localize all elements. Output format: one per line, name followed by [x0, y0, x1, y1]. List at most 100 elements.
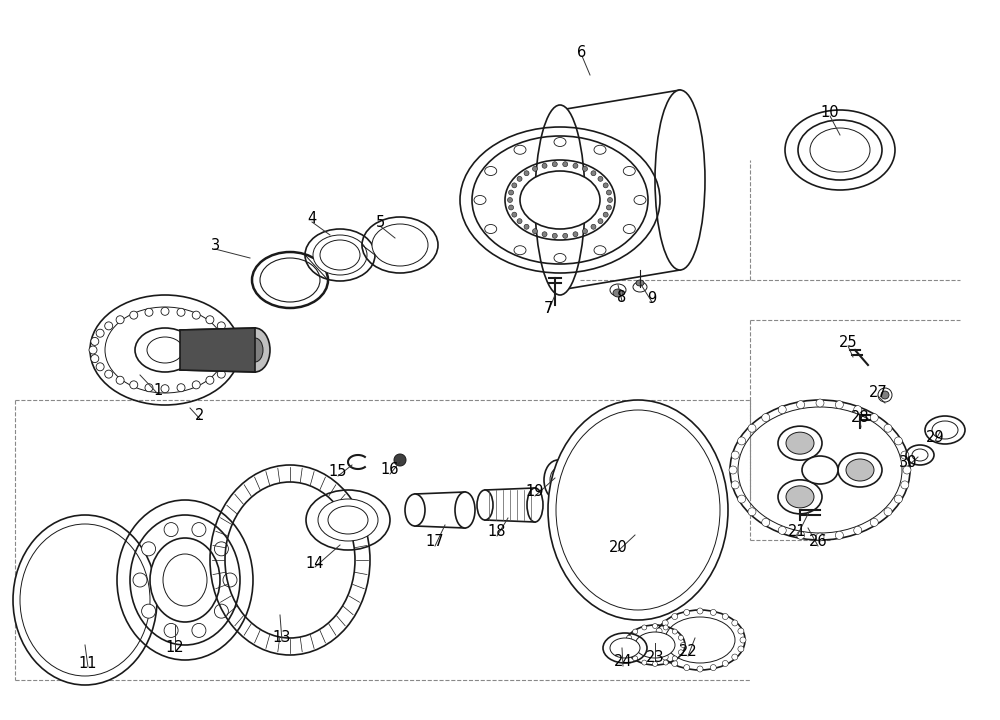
- Circle shape: [678, 649, 683, 654]
- Circle shape: [740, 637, 746, 643]
- Circle shape: [133, 573, 147, 587]
- Circle shape: [878, 388, 892, 402]
- Ellipse shape: [527, 488, 543, 522]
- Ellipse shape: [623, 225, 635, 233]
- Circle shape: [722, 613, 728, 619]
- Text: 11: 11: [79, 655, 97, 670]
- Text: 17: 17: [426, 534, 444, 549]
- Ellipse shape: [514, 246, 526, 255]
- Ellipse shape: [655, 90, 705, 270]
- Text: 7: 7: [543, 300, 553, 315]
- Circle shape: [627, 635, 632, 640]
- Circle shape: [226, 329, 234, 337]
- Circle shape: [582, 166, 588, 171]
- Circle shape: [816, 399, 824, 407]
- Circle shape: [96, 329, 104, 337]
- Circle shape: [145, 308, 153, 316]
- Circle shape: [214, 542, 228, 556]
- Ellipse shape: [623, 166, 635, 176]
- Circle shape: [517, 176, 522, 181]
- Ellipse shape: [594, 145, 606, 154]
- Circle shape: [835, 531, 843, 539]
- Circle shape: [710, 609, 716, 616]
- Circle shape: [697, 608, 703, 614]
- Circle shape: [738, 646, 744, 652]
- Circle shape: [116, 377, 124, 384]
- Circle shape: [652, 624, 658, 629]
- Circle shape: [552, 162, 557, 167]
- Circle shape: [881, 391, 889, 399]
- Text: 22: 22: [679, 644, 697, 660]
- Circle shape: [672, 656, 677, 661]
- Circle shape: [573, 163, 578, 168]
- Ellipse shape: [550, 468, 566, 492]
- Circle shape: [206, 316, 214, 324]
- Circle shape: [656, 628, 662, 634]
- Polygon shape: [180, 328, 255, 372]
- Text: 18: 18: [488, 524, 506, 539]
- Circle shape: [738, 437, 746, 445]
- Circle shape: [542, 163, 547, 168]
- Circle shape: [722, 660, 728, 667]
- Text: 16: 16: [381, 462, 399, 477]
- Text: 12: 12: [166, 639, 184, 654]
- Ellipse shape: [240, 328, 270, 372]
- Circle shape: [563, 162, 568, 167]
- Ellipse shape: [474, 196, 486, 204]
- Ellipse shape: [932, 421, 958, 439]
- Ellipse shape: [405, 494, 425, 526]
- Ellipse shape: [313, 235, 367, 275]
- Circle shape: [642, 660, 647, 665]
- Circle shape: [663, 660, 668, 665]
- Ellipse shape: [247, 338, 263, 362]
- Ellipse shape: [635, 632, 675, 658]
- Circle shape: [226, 363, 234, 371]
- Text: 29: 29: [926, 430, 944, 444]
- Circle shape: [732, 654, 738, 660]
- Circle shape: [606, 205, 611, 210]
- Text: 23: 23: [646, 649, 664, 665]
- Text: 15: 15: [329, 464, 347, 480]
- Circle shape: [223, 573, 237, 587]
- Ellipse shape: [634, 196, 646, 204]
- Ellipse shape: [610, 284, 626, 296]
- Circle shape: [652, 662, 658, 667]
- Circle shape: [217, 322, 225, 330]
- Text: 9: 9: [647, 290, 657, 305]
- Ellipse shape: [798, 120, 882, 180]
- Circle shape: [192, 311, 200, 319]
- Circle shape: [192, 523, 206, 536]
- Circle shape: [672, 629, 677, 634]
- Circle shape: [738, 495, 746, 503]
- Circle shape: [894, 495, 902, 503]
- Circle shape: [512, 212, 517, 217]
- Circle shape: [778, 526, 786, 534]
- Circle shape: [797, 531, 805, 539]
- Circle shape: [598, 176, 603, 181]
- Ellipse shape: [633, 282, 647, 292]
- Ellipse shape: [13, 515, 157, 685]
- Circle shape: [762, 518, 770, 526]
- Circle shape: [177, 384, 185, 392]
- Circle shape: [797, 400, 805, 409]
- Circle shape: [591, 171, 596, 176]
- Text: 28: 28: [851, 410, 869, 425]
- Circle shape: [603, 212, 608, 217]
- Circle shape: [672, 613, 678, 619]
- Circle shape: [233, 346, 241, 354]
- Circle shape: [624, 642, 630, 647]
- Text: 14: 14: [306, 556, 324, 570]
- Ellipse shape: [613, 289, 623, 297]
- Ellipse shape: [135, 328, 195, 372]
- Circle shape: [206, 377, 214, 384]
- Circle shape: [217, 370, 225, 378]
- Text: 24: 24: [614, 654, 632, 670]
- Text: 5: 5: [375, 215, 385, 230]
- Circle shape: [816, 533, 824, 541]
- Circle shape: [854, 405, 862, 413]
- Circle shape: [884, 424, 892, 432]
- Circle shape: [105, 370, 113, 378]
- Circle shape: [573, 232, 578, 237]
- Circle shape: [130, 311, 138, 319]
- Text: 2: 2: [195, 408, 205, 423]
